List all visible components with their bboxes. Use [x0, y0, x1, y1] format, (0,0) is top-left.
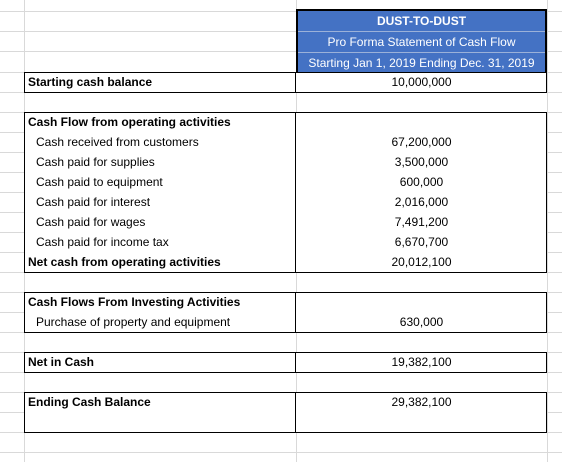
net-operating-label: Net cash from operating activities [28, 255, 221, 269]
ending-value-block[interactable] [296, 392, 547, 433]
statement-title: Pro Forma Statement of Cash Flow [298, 31, 545, 52]
operating-item-value: 3,500,000 [394, 155, 449, 169]
operating-item-label: Cash paid for wages [36, 215, 146, 229]
net-in-cash-label: Net in Cash [28, 355, 95, 369]
starting-label-cell[interactable] [24, 72, 296, 93]
statement-period: Starting Jan 1, 2019 Ending Dec. 31, 201… [298, 52, 545, 73]
grid-row-line [0, 31, 562, 32]
operating-value-block[interactable] [296, 112, 547, 273]
grid-row-line [0, 452, 562, 453]
operating-item-label: Cash paid for income tax [36, 235, 169, 249]
investing-item-label: Purchase of property and equipment [36, 315, 231, 329]
net-cash-label-cell[interactable] [24, 352, 296, 373]
operating-item-value: 6,670,700 [394, 235, 449, 249]
grid-col-line [547, 0, 548, 462]
grid-row-line [0, 51, 562, 52]
investing-label-block[interactable] [24, 292, 296, 333]
operating-item-value: 2,016,000 [394, 195, 449, 209]
investing-value-block[interactable] [296, 292, 547, 333]
operating-item-label: Cash paid for supplies [36, 155, 155, 169]
grid-row-line [0, 11, 562, 12]
net-in-cash-value: 19,382,100 [391, 355, 452, 369]
operating-label-block[interactable] [24, 112, 296, 273]
operating-item-value: 7,491,200 [394, 215, 449, 229]
investing-item-value: 630,000 [399, 315, 444, 329]
net-operating-value: 20,012,100 [391, 255, 452, 269]
statement-header[interactable]: DUST-TO-DUST Pro Forma Statement of Cash… [296, 9, 547, 74]
operating-item-label: Cash received from customers [36, 135, 199, 149]
ending-balance-value: 29,382,100 [391, 395, 452, 409]
operating-item-value: 600,000 [399, 175, 444, 189]
starting-cash-value: 10,000,000 [391, 75, 452, 89]
company-name: DUST-TO-DUST [376, 14, 467, 28]
operating-heading: Cash Flow from operating activities [28, 115, 231, 129]
ending-balance-label: Ending Cash Balance [28, 395, 151, 409]
investing-heading: Cash Flows From Investing Activities [28, 295, 241, 309]
operating-item-label: Cash paid for interest [36, 195, 151, 209]
operating-item-value: 67,200,000 [391, 135, 452, 149]
operating-item-label: Cash paid to equipment [36, 175, 163, 189]
starting-value-cell[interactable] [296, 72, 547, 93]
net-cash-value-cell[interactable] [296, 352, 547, 373]
ending-label-block[interactable] [24, 392, 296, 433]
starting-cash-label: Starting cash balance [28, 75, 153, 89]
